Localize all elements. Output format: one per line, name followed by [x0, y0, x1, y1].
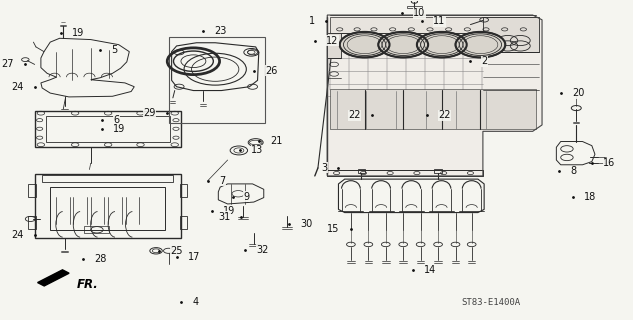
Bar [28, 216, 36, 228]
Bar [168, 37, 265, 123]
Text: 21: 21 [270, 136, 282, 146]
Text: 24: 24 [11, 82, 23, 92]
Text: 31: 31 [218, 212, 230, 222]
Text: 2: 2 [482, 56, 488, 66]
Bar [35, 111, 181, 147]
Text: 1: 1 [309, 16, 315, 27]
Text: 17: 17 [188, 252, 200, 262]
Text: 32: 32 [256, 245, 268, 255]
Text: 8: 8 [570, 166, 576, 176]
Text: 25: 25 [170, 246, 183, 256]
Text: 6: 6 [113, 115, 119, 125]
Text: 28: 28 [94, 254, 107, 264]
Text: 5: 5 [111, 45, 118, 55]
Bar [330, 89, 536, 129]
FancyArrow shape [37, 270, 69, 286]
Text: 24: 24 [11, 230, 23, 240]
Bar [327, 33, 341, 58]
Text: 13: 13 [251, 146, 263, 156]
Bar [358, 169, 365, 173]
Text: 19: 19 [72, 28, 84, 37]
Text: 23: 23 [214, 26, 227, 36]
Text: 16: 16 [603, 158, 615, 168]
Text: 22: 22 [438, 110, 451, 120]
Text: FR.: FR. [77, 278, 99, 292]
Bar [180, 216, 187, 228]
Text: 27: 27 [2, 60, 14, 69]
Circle shape [417, 32, 467, 57]
Bar [327, 170, 483, 176]
Bar [434, 169, 442, 173]
Text: 11: 11 [433, 16, 446, 27]
Circle shape [379, 32, 428, 57]
Text: 20: 20 [572, 88, 584, 98]
Text: 12: 12 [326, 36, 339, 45]
Bar [180, 184, 187, 197]
Bar [50, 187, 165, 230]
Bar [330, 17, 536, 33]
Text: 10: 10 [413, 8, 425, 19]
Circle shape [456, 32, 505, 57]
Text: 14: 14 [424, 265, 437, 275]
Text: 19: 19 [113, 124, 125, 134]
Bar [84, 226, 110, 233]
Bar [483, 17, 539, 52]
Bar [28, 184, 36, 197]
Text: 26: 26 [265, 66, 277, 76]
Text: 29: 29 [143, 108, 156, 118]
Circle shape [340, 32, 389, 57]
Text: 4: 4 [192, 297, 198, 307]
Text: 22: 22 [348, 110, 361, 120]
Text: 15: 15 [327, 223, 340, 234]
Text: 7: 7 [219, 176, 225, 186]
Polygon shape [327, 15, 542, 176]
Bar [407, 6, 422, 8]
Text: 3: 3 [321, 163, 327, 173]
Text: 30: 30 [300, 219, 312, 229]
Bar [42, 175, 173, 182]
Bar [35, 174, 181, 238]
Bar [46, 116, 170, 141]
Text: 9: 9 [244, 192, 250, 202]
Text: ST83-E1400A: ST83-E1400A [461, 298, 520, 307]
Text: 18: 18 [584, 192, 597, 202]
Text: 19: 19 [223, 206, 235, 216]
